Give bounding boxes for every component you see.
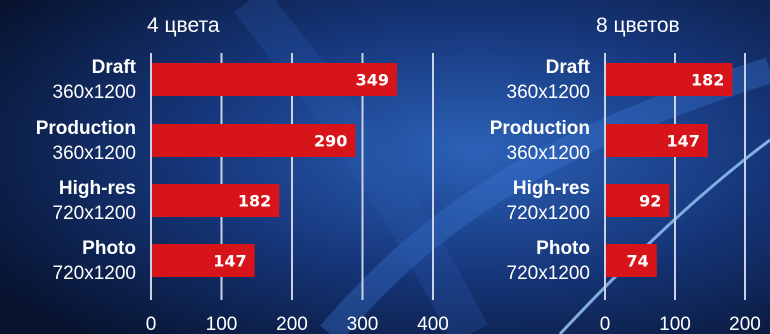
bar [605, 184, 670, 217]
category-label: Production [36, 118, 136, 139]
chart-title: 8 цветов [596, 14, 680, 37]
chart-title: 4 цвета [147, 14, 220, 37]
x-tick-label: 200 [729, 314, 761, 334]
bar [605, 63, 733, 96]
bar [151, 124, 356, 157]
category-label: Photo [536, 238, 590, 259]
bar [151, 184, 280, 217]
category-sublabel: 360x1200 [53, 82, 136, 103]
category-sublabel: 360x1200 [53, 143, 136, 164]
category-label: High-res [59, 178, 136, 199]
x-tick-label: 200 [276, 314, 308, 334]
x-tick-label: 300 [347, 314, 379, 334]
x-tick-label: 0 [146, 314, 157, 334]
category-sublabel: 360x1200 [507, 82, 590, 103]
category-sublabel: 720x1200 [53, 263, 136, 284]
bar-value-label: 92 [639, 192, 661, 211]
x-tick-label: 0 [600, 314, 611, 334]
bar [151, 63, 398, 96]
bar [151, 244, 255, 277]
bar [605, 244, 657, 277]
category-sublabel: 720x1200 [507, 263, 590, 284]
x-tick-label: 100 [659, 314, 691, 334]
category-sublabel: 720x1200 [53, 203, 136, 224]
bar-value-label: 74 [627, 252, 649, 271]
bar-value-label: 349 [356, 71, 389, 90]
bar [605, 124, 708, 157]
x-tick-label: 400 [417, 314, 449, 334]
category-label: Draft [92, 57, 137, 78]
category-sublabel: 720x1200 [507, 203, 590, 224]
bar-value-label: 290 [314, 132, 347, 151]
category-label: Photo [82, 238, 136, 259]
category-label: Draft [546, 57, 591, 78]
x-tick-label: 100 [206, 314, 238, 334]
bar-value-label: 182 [691, 71, 724, 90]
bar-value-label: 182 [238, 192, 271, 211]
bar-value-label: 147 [666, 132, 699, 151]
category-label: Production [490, 118, 590, 139]
bar-value-label: 147 [213, 252, 246, 271]
category-sublabel: 360x1200 [507, 143, 590, 164]
category-label: High-res [513, 178, 590, 199]
